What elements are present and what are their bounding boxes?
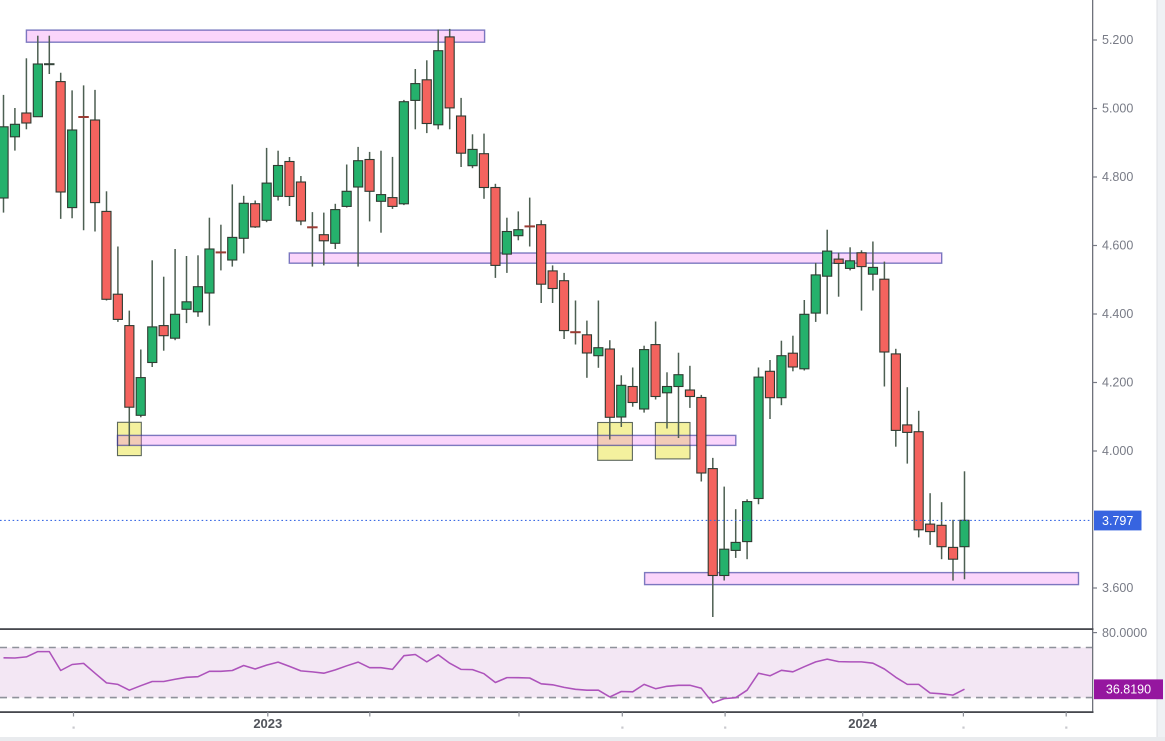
- svg-text:3.600: 3.600: [1102, 581, 1133, 595]
- svg-text:80.0000: 80.0000: [1102, 626, 1147, 640]
- svg-text:3.797: 3.797: [1102, 514, 1133, 528]
- svg-text:4.600: 4.600: [1102, 239, 1133, 253]
- svg-text:2023: 2023: [253, 716, 282, 731]
- svg-text:4.400: 4.400: [1102, 307, 1133, 321]
- svg-text:4.000: 4.000: [1102, 444, 1133, 458]
- svg-text:5.000: 5.000: [1102, 102, 1133, 116]
- svg-text:4.200: 4.200: [1102, 376, 1133, 390]
- svg-text:5.200: 5.200: [1102, 33, 1133, 47]
- svg-text:36.8190: 36.8190: [1106, 683, 1151, 697]
- svg-text:4.800: 4.800: [1102, 170, 1133, 184]
- svg-text:2024: 2024: [848, 716, 878, 731]
